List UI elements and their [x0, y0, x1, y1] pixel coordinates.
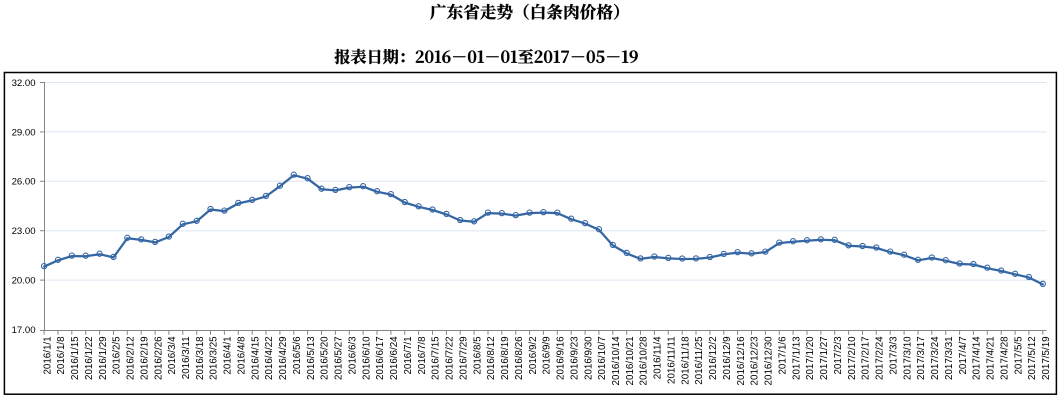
svg-text:2016/9/16: 2016/9/16 — [556, 336, 567, 380]
svg-text:2016/12/2: 2016/12/2 — [708, 336, 719, 380]
svg-text:2016/11/25: 2016/11/25 — [694, 336, 705, 385]
svg-text:2016/12/23: 2016/12/23 — [750, 336, 761, 386]
svg-text:2016/2/26: 2016/2/26 — [153, 336, 164, 380]
svg-text:2016/4/8: 2016/4/8 — [237, 336, 248, 375]
svg-text:2016/4/1: 2016/4/1 — [223, 336, 234, 374]
svg-text:2016/12/16: 2016/12/16 — [736, 336, 747, 386]
svg-text:2016/6/17: 2016/6/17 — [375, 336, 386, 380]
svg-text:2016/4/29: 2016/4/29 — [278, 336, 289, 380]
svg-text:2016/8/5: 2016/8/5 — [472, 336, 483, 375]
svg-text:20.00: 20.00 — [12, 276, 36, 287]
svg-text:2016/2/12: 2016/2/12 — [126, 336, 137, 380]
svg-text:2016/2/19: 2016/2/19 — [139, 336, 150, 380]
svg-text:2017/3/24: 2017/3/24 — [930, 336, 941, 380]
svg-text:2017/4/14: 2017/4/14 — [972, 336, 983, 380]
svg-text:32.00: 32.00 — [12, 78, 36, 89]
svg-text:2016/11/11: 2016/11/11 — [667, 336, 678, 384]
svg-text:2016/11/4: 2016/11/4 — [653, 336, 664, 379]
svg-text:2016/1/1: 2016/1/1 — [42, 336, 53, 374]
svg-text:2016/5/27: 2016/5/27 — [334, 336, 345, 380]
svg-text:2016/5/13: 2016/5/13 — [306, 336, 317, 380]
svg-text:2017/4/7: 2017/4/7 — [958, 336, 969, 374]
svg-text:2017/2/10: 2017/2/10 — [847, 336, 858, 380]
svg-text:2016/4/15: 2016/4/15 — [250, 336, 261, 380]
svg-text:2017/2/24: 2017/2/24 — [875, 336, 886, 380]
svg-text:2016/2/5: 2016/2/5 — [112, 336, 123, 375]
svg-text:2016/5/6: 2016/5/6 — [292, 336, 303, 375]
svg-text:2017/2/17: 2017/2/17 — [861, 336, 872, 380]
svg-text:2016/1/29: 2016/1/29 — [98, 336, 109, 380]
svg-text:2017/3/17: 2017/3/17 — [916, 336, 927, 380]
svg-text:2016/9/30: 2016/9/30 — [583, 336, 594, 380]
svg-text:2017/5/5: 2017/5/5 — [1013, 336, 1024, 375]
svg-text:2017/4/21: 2017/4/21 — [986, 336, 997, 380]
svg-text:2016/8/12: 2016/8/12 — [486, 336, 497, 380]
svg-text:2017/3/3: 2017/3/3 — [888, 336, 899, 375]
svg-text:2016/10/21: 2016/10/21 — [625, 336, 636, 385]
svg-text:2016/7/8: 2016/7/8 — [417, 336, 428, 375]
svg-text:2017/3/10: 2017/3/10 — [902, 336, 913, 380]
svg-text:2016/10/7: 2016/10/7 — [597, 336, 608, 380]
svg-text:2016/7/29: 2016/7/29 — [458, 336, 469, 380]
svg-text:29.00: 29.00 — [12, 127, 36, 138]
svg-text:2016/1/15: 2016/1/15 — [70, 336, 81, 380]
svg-text:2017/1/13: 2017/1/13 — [791, 336, 802, 380]
svg-text:2017/5/19: 2017/5/19 — [1041, 336, 1052, 380]
svg-text:2016/3/18: 2016/3/18 — [195, 336, 206, 380]
svg-text:2016/3/25: 2016/3/25 — [209, 336, 220, 380]
svg-text:2016/9/23: 2016/9/23 — [569, 336, 580, 380]
svg-text:2017/5/12: 2017/5/12 — [1027, 336, 1038, 380]
svg-text:2016/9/2: 2016/9/2 — [528, 336, 539, 374]
svg-text:2016/5/20: 2016/5/20 — [320, 336, 331, 380]
svg-text:26.00: 26.00 — [12, 177, 36, 188]
svg-text:2016/3/4: 2016/3/4 — [167, 336, 178, 375]
svg-text:2017/3/31: 2017/3/31 — [944, 336, 955, 380]
svg-text:2016/8/26: 2016/8/26 — [514, 336, 525, 380]
svg-text:2016/1/8: 2016/1/8 — [56, 336, 67, 375]
svg-text:2016/10/14: 2016/10/14 — [611, 336, 622, 386]
svg-text:2016/4/22: 2016/4/22 — [264, 336, 275, 380]
svg-text:2017/1/27: 2017/1/27 — [819, 336, 830, 380]
svg-text:2016/7/22: 2016/7/22 — [445, 336, 456, 380]
svg-text:2016/7/15: 2016/7/15 — [431, 336, 442, 380]
svg-text:2016/9/9: 2016/9/9 — [542, 336, 553, 374]
svg-text:2017/1/6: 2017/1/6 — [778, 336, 789, 375]
svg-text:2016/12/9: 2016/12/9 — [722, 336, 733, 380]
svg-text:2016/7/1: 2016/7/1 — [403, 336, 414, 374]
svg-text:2016/8/19: 2016/8/19 — [500, 336, 511, 380]
svg-text:17.00: 17.00 — [12, 325, 36, 336]
svg-text:2016/6/10: 2016/6/10 — [361, 336, 372, 380]
svg-text:2016/6/24: 2016/6/24 — [389, 336, 400, 380]
svg-text:2016/10/28: 2016/10/28 — [639, 336, 650, 386]
svg-text:2017/4/28: 2017/4/28 — [999, 336, 1010, 380]
svg-text:2017/2/3: 2017/2/3 — [833, 336, 844, 375]
svg-text:2016/1/22: 2016/1/22 — [84, 336, 95, 380]
svg-text:23.00: 23.00 — [12, 226, 36, 237]
svg-text:2016/11/18: 2016/11/18 — [680, 336, 691, 385]
svg-text:2017/1/20: 2017/1/20 — [805, 336, 816, 380]
svg-text:2016/6/3: 2016/6/3 — [348, 336, 359, 375]
svg-text:2016/12/30: 2016/12/30 — [764, 336, 775, 386]
svg-text:2016/3/11: 2016/3/11 — [181, 336, 192, 379]
